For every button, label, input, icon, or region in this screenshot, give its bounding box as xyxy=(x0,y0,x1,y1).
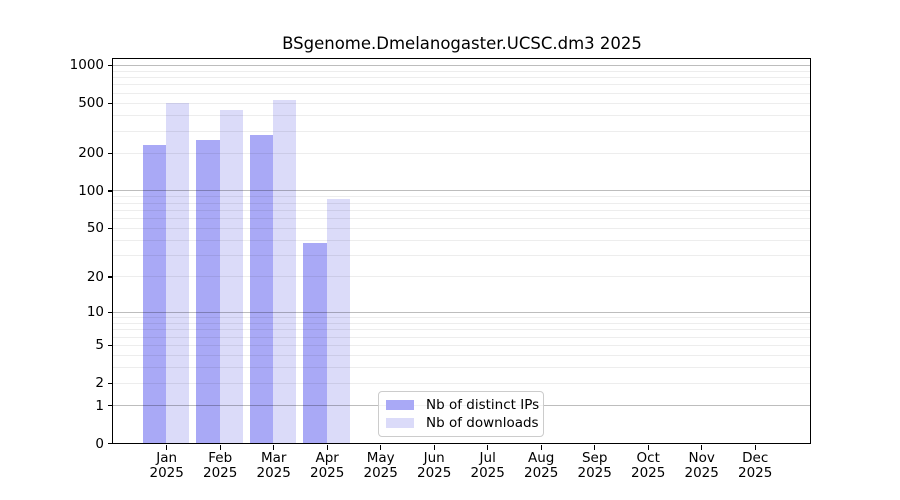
gridline-minor xyxy=(113,218,810,220)
y-tick-label: 200 xyxy=(78,145,104,162)
gridline-minor xyxy=(113,329,810,331)
gridline-minor xyxy=(113,202,810,204)
y-tick-label: 2 xyxy=(95,375,104,392)
bar-distinct-ips xyxy=(249,135,274,443)
gridline-minor xyxy=(113,115,810,116)
gridline-minor xyxy=(113,130,810,132)
y-tick-label: 1000 xyxy=(69,57,104,74)
y-tick xyxy=(107,344,112,347)
y-tick xyxy=(107,227,112,230)
bar-downloads xyxy=(326,199,350,443)
bar-distinct-ips xyxy=(142,145,167,443)
y-tick xyxy=(107,442,112,445)
x-tick-label: Aug 2025 xyxy=(524,450,559,481)
gridline-minor xyxy=(113,336,810,338)
x-tick-label: Apr 2025 xyxy=(310,450,345,481)
gridline-minor xyxy=(113,317,810,318)
x-tick xyxy=(380,445,382,450)
bar-downloads xyxy=(166,102,190,443)
legend-label-distinct-ips: Nb of distinct IPs xyxy=(426,397,540,413)
plot-area xyxy=(112,58,811,444)
legend-swatch-downloads xyxy=(386,418,414,428)
x-tick xyxy=(754,445,756,450)
chart-title: BSgenome.Dmelanogaster.UCSC.dm3 2025 xyxy=(282,34,642,53)
gridline-major xyxy=(113,311,810,313)
gridline-minor xyxy=(113,354,810,356)
x-tick-label: Jun 2025 xyxy=(417,450,452,481)
gridline-minor xyxy=(113,382,810,384)
gridline-minor xyxy=(113,152,810,154)
x-tick-label: Mar 2025 xyxy=(256,450,291,481)
legend: Nb of distinct IPs Nb of downloads xyxy=(378,391,544,437)
y-tick-label: 0 xyxy=(95,435,104,452)
x-tick xyxy=(487,445,489,450)
gridline-minor xyxy=(113,322,810,324)
gridline-minor xyxy=(113,102,810,104)
x-tick-label: Oct 2025 xyxy=(631,450,666,481)
legend-swatch-distinct-ips xyxy=(386,400,414,410)
y-tick-label: 500 xyxy=(78,95,104,112)
x-tick xyxy=(594,445,596,450)
x-tick-label: May 2025 xyxy=(363,450,398,481)
y-tick xyxy=(107,102,112,104)
gridline-minor xyxy=(113,344,810,346)
legend-entry-downloads: Nb of downloads xyxy=(386,414,539,432)
x-tick-label: Feb 2025 xyxy=(203,450,238,481)
gridline-minor xyxy=(113,255,810,257)
bar-distinct-ips xyxy=(303,242,327,443)
x-tick-label: Jan 2025 xyxy=(149,450,184,481)
y-tick-label: 1 xyxy=(95,397,104,414)
legend-label-downloads: Nb of downloads xyxy=(426,415,539,431)
bar-downloads xyxy=(219,109,243,443)
y-tick xyxy=(107,276,112,278)
x-tick-label: Dec 2025 xyxy=(738,450,773,481)
gridline-minor xyxy=(113,92,810,94)
x-tick-label: Sep 2025 xyxy=(577,450,612,481)
bar-distinct-ips xyxy=(196,139,220,443)
y-tick-label: 50 xyxy=(86,220,104,237)
x-tick xyxy=(540,445,542,450)
x-tick-label: Jul 2025 xyxy=(470,450,505,481)
x-tick xyxy=(433,445,435,450)
x-tick xyxy=(273,445,275,450)
legend-entry-distinct-ips: Nb of distinct IPs xyxy=(386,396,539,414)
gridline-minor xyxy=(113,196,810,198)
y-tick xyxy=(107,404,112,407)
y-tick-label: 100 xyxy=(78,182,104,199)
gridline-minor xyxy=(113,77,810,79)
x-tick xyxy=(326,445,328,450)
y-tick xyxy=(107,311,112,313)
y-tick xyxy=(107,190,112,192)
gridline-minor xyxy=(113,70,810,72)
y-tick xyxy=(107,382,112,385)
y-tick-label: 20 xyxy=(86,268,104,285)
x-tick-label: Nov 2025 xyxy=(684,450,719,481)
gridline-minor xyxy=(113,227,810,229)
x-tick xyxy=(701,445,703,450)
gridline-major xyxy=(113,190,810,192)
gridline-minor xyxy=(113,209,810,211)
x-tick xyxy=(219,445,221,450)
y-tick-label: 5 xyxy=(95,337,104,354)
gridline-major xyxy=(113,64,810,66)
y-tick-label: 10 xyxy=(86,304,104,321)
gridline-minor xyxy=(113,239,810,241)
gridline-minor xyxy=(113,84,810,86)
gridline-minor xyxy=(113,367,810,369)
gridline-minor xyxy=(113,276,810,278)
y-tick xyxy=(107,152,112,154)
y-tick xyxy=(107,64,112,67)
bar-downloads xyxy=(273,99,297,443)
x-tick xyxy=(166,445,168,450)
x-tick xyxy=(647,445,649,450)
